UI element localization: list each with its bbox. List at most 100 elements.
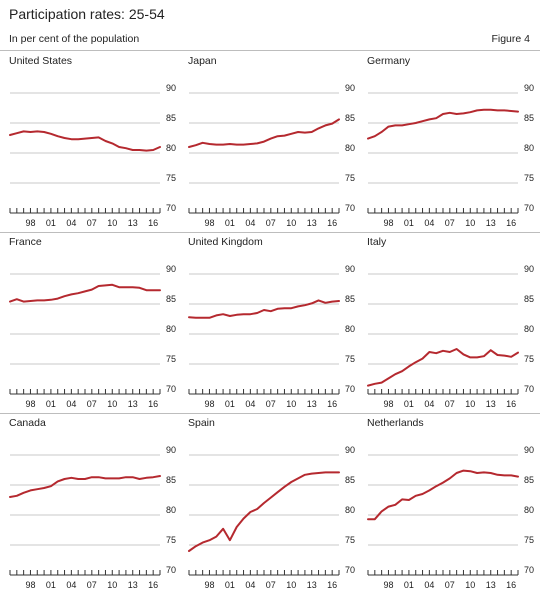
x-tick-label: 98 — [383, 399, 393, 409]
row-divider — [0, 232, 540, 233]
x-tick-label: 10 — [465, 580, 475, 590]
x-tick-label: 04 — [424, 399, 434, 409]
y-tick-label: 85 — [166, 475, 176, 485]
y-tick-label: 70 — [345, 565, 355, 575]
chart-svg: 90 85 80 75 70 98 01 04 07 10 13 16 — [188, 83, 355, 228]
y-tick-label: 80 — [524, 505, 534, 515]
y-tick-label: 90 — [524, 445, 534, 455]
x-tick-label: 07 — [266, 580, 276, 590]
y-tick-label: 80 — [524, 143, 534, 153]
y-tick-label: 90 — [345, 264, 355, 274]
y-tick-label: 90 — [524, 264, 534, 274]
panel-canada: Canada 90 85 80 75 70 98 01 04 07 10 13 16 — [0, 415, 179, 590]
x-tick-label: 16 — [148, 218, 158, 228]
x-tick-label: 10 — [107, 218, 117, 228]
series-line — [367, 469, 519, 521]
x-tick-label: 04 — [245, 580, 255, 590]
y-tick-label: 75 — [345, 354, 355, 364]
x-tick-label: 10 — [107, 399, 117, 409]
chart-svg: 90 85 80 75 70 98 01 04 07 10 13 16 — [188, 445, 355, 590]
x-tick-label: 07 — [266, 218, 276, 228]
y-tick-label: 75 — [166, 354, 176, 364]
panel-united-kingdom: United Kingdom 90 85 80 75 70 98 01 04 07 10 13 16 — [179, 234, 358, 409]
panel-japan: Japan 90 85 80 75 70 98 01 04 07 10 13 16 — [179, 53, 358, 228]
series-line — [188, 471, 340, 552]
series-line — [9, 130, 161, 152]
y-tick-label: 85 — [345, 294, 355, 304]
y-tick-label: 90 — [166, 83, 176, 93]
y-tick-label: 85 — [524, 475, 534, 485]
header-rule — [0, 50, 540, 51]
panel-italy: Italy 90 85 80 75 70 98 01 04 07 10 13 16 — [358, 234, 537, 409]
y-tick-label: 70 — [524, 565, 534, 575]
figure-number: Figure 4 — [491, 33, 530, 45]
x-tick-label: 10 — [286, 218, 296, 228]
panel-spain: Spain 90 85 80 75 70 98 01 04 07 10 13 16 — [179, 415, 358, 590]
x-tick-label: 16 — [148, 399, 158, 409]
x-tick-label: 13 — [307, 218, 317, 228]
chart-svg: 90 85 80 75 70 98 01 04 07 10 13 16 — [9, 445, 176, 590]
x-tick-label: 01 — [46, 399, 56, 409]
x-tick-label: 04 — [245, 399, 255, 409]
x-tick-label: 16 — [327, 399, 337, 409]
y-tick-label: 75 — [524, 354, 534, 364]
x-tick-label: 13 — [128, 218, 138, 228]
y-tick-label: 85 — [345, 475, 355, 485]
x-tick-label: 04 — [245, 218, 255, 228]
x-tick-label: 04 — [66, 399, 76, 409]
x-tick-label: 10 — [465, 399, 475, 409]
x-tick-label: 13 — [486, 399, 496, 409]
panel-netherlands: Netherlands 90 85 80 75 70 98 01 04 07 10 13 16 — [358, 415, 537, 590]
y-tick-label: 85 — [345, 113, 355, 123]
x-tick-label: 01 — [46, 218, 56, 228]
series-line — [188, 118, 340, 148]
x-tick-label: 16 — [327, 580, 337, 590]
series-line — [9, 475, 161, 498]
y-tick-label: 80 — [345, 143, 355, 153]
y-tick-label: 70 — [345, 203, 355, 213]
row-divider — [0, 413, 540, 414]
x-tick-label: 01 — [46, 580, 56, 590]
x-tick-label: 98 — [204, 218, 214, 228]
x-tick-label: 13 — [128, 399, 138, 409]
panel-title: United States — [9, 55, 73, 67]
x-tick-label: 16 — [506, 580, 516, 590]
x-tick-label: 01 — [404, 399, 414, 409]
y-tick-label: 75 — [345, 535, 355, 545]
x-tick-label: 16 — [506, 218, 516, 228]
x-tick-label: 98 — [25, 580, 35, 590]
y-tick-label: 75 — [166, 535, 176, 545]
panel-title: France — [9, 236, 42, 248]
x-tick-label: 04 — [66, 580, 76, 590]
y-tick-label: 85 — [524, 294, 534, 304]
chart-title: Participation rates: 25-54 — [9, 6, 165, 22]
x-tick-label: 07 — [445, 399, 455, 409]
y-tick-label: 85 — [524, 113, 534, 123]
x-tick-label: 10 — [107, 580, 117, 590]
chart-subtitle: In per cent of the population — [9, 33, 140, 45]
x-tick-label: 13 — [307, 399, 317, 409]
x-tick-label: 07 — [87, 580, 97, 590]
panel-title: United Kingdom — [188, 236, 263, 248]
y-tick-label: 70 — [345, 384, 355, 394]
y-tick-label: 70 — [524, 384, 534, 394]
panel-france: France 90 85 80 75 70 98 01 04 07 10 13 16 — [0, 234, 179, 409]
chart-svg: 90 85 80 75 70 98 01 04 07 10 13 16 — [367, 83, 534, 228]
y-tick-label: 90 — [345, 445, 355, 455]
x-tick-label: 10 — [286, 580, 296, 590]
x-tick-label: 98 — [383, 218, 393, 228]
y-tick-label: 85 — [166, 113, 176, 123]
y-tick-label: 75 — [524, 535, 534, 545]
y-tick-label: 80 — [524, 324, 534, 334]
panel-title: Italy — [367, 236, 387, 248]
y-tick-label: 90 — [166, 264, 176, 274]
x-tick-label: 16 — [327, 218, 337, 228]
x-tick-label: 07 — [87, 399, 97, 409]
panel-united-states: United States 90 85 80 75 70 98 01 04 07 10 13 16 — [0, 53, 179, 228]
y-tick-label: 90 — [345, 83, 355, 93]
y-tick-label: 75 — [524, 173, 534, 183]
x-tick-label: 13 — [307, 580, 317, 590]
series-line — [367, 348, 519, 387]
panel-title: Japan — [188, 55, 217, 67]
panel-title: Spain — [188, 417, 215, 429]
